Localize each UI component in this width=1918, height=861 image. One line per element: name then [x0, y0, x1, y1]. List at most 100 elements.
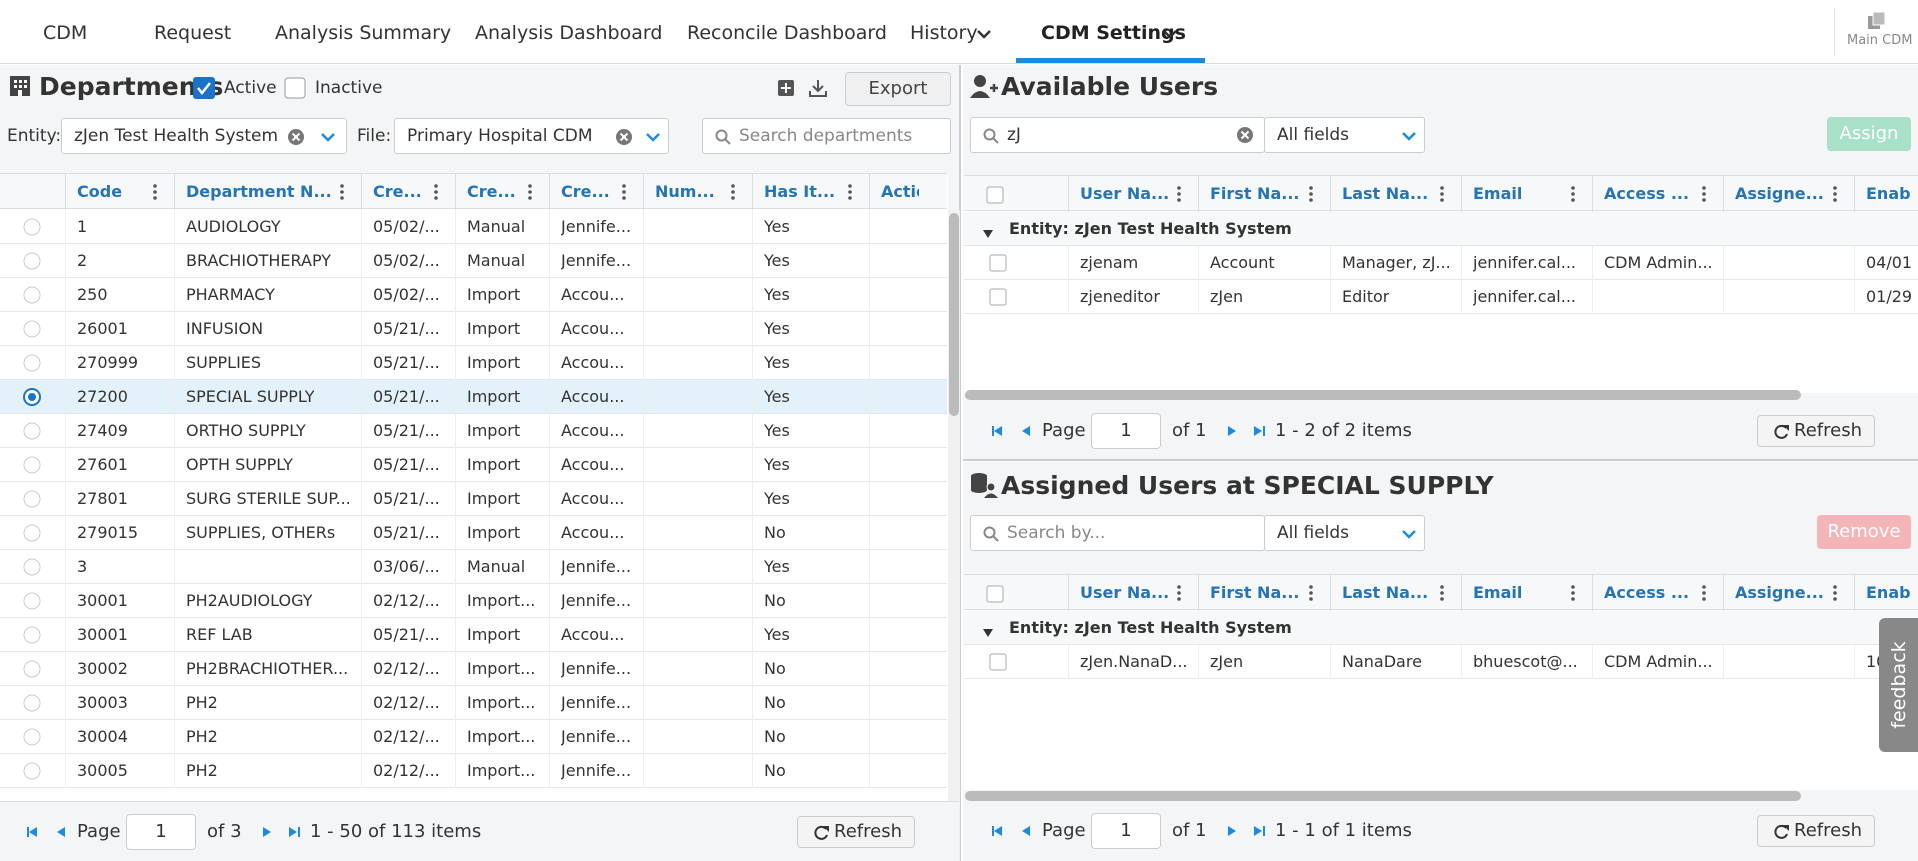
- column-header[interactable]: Email: [1473, 184, 1523, 203]
- row-radio[interactable]: [23, 286, 41, 304]
- column-menu[interactable]: [1176, 186, 1182, 202]
- refresh-button[interactable]: Refresh: [797, 816, 915, 848]
- column-header[interactable]: Enab: [1866, 184, 1911, 203]
- row-radio[interactable]: [23, 218, 41, 236]
- grid-row[interactable]: 250 PHARMACY 05/02/... Import Accou... Yes: [0, 278, 947, 312]
- refresh-button[interactable]: Refresh: [1757, 815, 1875, 847]
- header-checkbox[interactable]: [986, 585, 1004, 603]
- grid-row[interactable]: 30002 PH2BRACHIOTHER... 02/12/... Import...…: [0, 652, 947, 686]
- remove-button[interactable]: Remove: [1817, 515, 1911, 549]
- chevron-icon[interactable]: [1162, 26, 1178, 42]
- row-radio[interactable]: [23, 320, 41, 338]
- nav-item[interactable]: Request: [154, 22, 232, 44]
- chevron-icon[interactable]: [976, 26, 992, 42]
- row-radio[interactable]: [23, 490, 41, 508]
- first-page[interactable]: [991, 823, 1006, 839]
- grid-row[interactable]: zJen.NanaD... zJen NanaDare bhuescot@... CDM…: [964, 645, 1918, 679]
- column-menu[interactable]: [1832, 585, 1838, 601]
- row-radio[interactable]: [23, 354, 41, 372]
- grid-row[interactable]: 26001 INFUSION 05/21/... Import Accou... Yes: [0, 312, 947, 346]
- grid-row[interactable]: 27409 ORTHO SUPPLY 05/21/... Import Accou...…: [0, 414, 947, 448]
- column-menu[interactable]: [339, 184, 345, 200]
- inactive-checkbox[interactable]: [284, 77, 306, 99]
- column-header[interactable]: Last Na...: [1342, 583, 1429, 602]
- prev-page[interactable]: [1019, 823, 1034, 839]
- group-toggle[interactable]: [982, 224, 994, 238]
- active-checkbox[interactable]: [193, 77, 215, 99]
- nav-item[interactable]: CDM: [43, 22, 88, 44]
- row-radio[interactable]: [23, 456, 41, 474]
- column-header[interactable]: Num...: [655, 182, 715, 201]
- last-page[interactable]: [286, 824, 301, 840]
- column-header[interactable]: Has It...: [764, 182, 836, 201]
- row-radio[interactable]: [23, 252, 41, 270]
- column-menu[interactable]: [730, 184, 736, 200]
- column-header[interactable]: Enab: [1866, 583, 1911, 602]
- column-header[interactable]: Assigne...: [1735, 583, 1824, 602]
- column-menu[interactable]: [1176, 585, 1182, 601]
- next-page[interactable]: [260, 824, 275, 840]
- export-button[interactable]: Export: [845, 72, 951, 106]
- grid-row[interactable]: 3 03/06/... Manual Jennife... Yes: [0, 550, 947, 584]
- inactive-label[interactable]: Inactive: [315, 78, 383, 98]
- user-search[interactable]: zJ: [970, 117, 1265, 153]
- group-toggle[interactable]: [982, 623, 994, 637]
- row-radio[interactable]: [23, 558, 41, 576]
- column-menu[interactable]: [527, 184, 533, 200]
- grid-row[interactable]: 27801 SURG STERILE SUP... 05/21/... Import A…: [0, 482, 947, 516]
- column-menu[interactable]: [1308, 186, 1314, 202]
- grid-row[interactable]: 30001 REF LAB 05/21/... Import Accou... Yes: [0, 618, 947, 652]
- row-radio[interactable]: [23, 626, 41, 644]
- active-label[interactable]: Active: [224, 78, 277, 98]
- prev-page[interactable]: [54, 824, 69, 840]
- row-radio[interactable]: [23, 388, 41, 406]
- column-header[interactable]: Assigne...: [1735, 184, 1824, 203]
- row-checkbox[interactable]: [989, 254, 1007, 272]
- column-menu[interactable]: [1439, 585, 1445, 601]
- column-header[interactable]: First Na...: [1210, 583, 1300, 602]
- column-header[interactable]: User Na...: [1080, 583, 1170, 602]
- grid-row[interactable]: 30001 PH2AUDIOLOGY 02/12/... Import... Jenni…: [0, 584, 947, 618]
- nav-item[interactable]: CDM Settings: [1041, 22, 1186, 44]
- horizontal-scrollbar[interactable]: [965, 390, 1801, 400]
- grid-row[interactable]: 27200 SPECIAL SUPPLY 05/21/... Import Accou.…: [0, 380, 947, 414]
- grid-row[interactable]: 1 AUDIOLOGY 05/02/... Manual Jennife... Yes: [0, 210, 947, 244]
- scroll-thumb[interactable]: [949, 213, 959, 416]
- first-page[interactable]: [991, 423, 1006, 439]
- row-radio[interactable]: [23, 524, 41, 542]
- page-input[interactable]: 1: [1091, 413, 1161, 449]
- grid-row[interactable]: 30005 PH2 02/12/... Import... Jennife... No: [0, 754, 947, 788]
- assign-button[interactable]: Assign: [1827, 117, 1911, 151]
- user-search[interactable]: Search by...: [970, 515, 1265, 551]
- chevron-icon[interactable]: [1401, 128, 1417, 144]
- column-menu[interactable]: [1570, 186, 1576, 202]
- chevron-icon[interactable]: [645, 129, 661, 145]
- row-radio[interactable]: [23, 694, 41, 712]
- grid-row[interactable]: 279015 SUPPLIES, OTHERs 05/21/... Import Acc…: [0, 516, 947, 550]
- column-header[interactable]: Cre...: [467, 182, 516, 201]
- page-input[interactable]: 1: [1091, 813, 1161, 849]
- first-page[interactable]: [26, 824, 41, 840]
- grid-row[interactable]: zjeneditor zJen Editor jennifer.cal... 01/29: [964, 280, 1918, 314]
- column-menu[interactable]: [1832, 186, 1838, 202]
- chevron-icon[interactable]: [320, 129, 336, 145]
- column-menu[interactable]: [847, 184, 853, 200]
- column-menu[interactable]: [152, 184, 158, 200]
- column-header[interactable]: Department N...: [186, 182, 332, 201]
- download-icon[interactable]: [808, 78, 828, 98]
- column-header[interactable]: Cre...: [373, 182, 422, 201]
- prev-page[interactable]: [1019, 423, 1034, 439]
- refresh-button[interactable]: Refresh: [1757, 415, 1875, 447]
- row-radio[interactable]: [23, 592, 41, 610]
- column-menu[interactable]: [1570, 585, 1576, 601]
- last-page[interactable]: [1251, 823, 1266, 839]
- grid-row[interactable]: 30004 PH2 02/12/... Import... Jennife... No: [0, 720, 947, 754]
- grid-row[interactable]: 2 BRACHIOTHERAPY 05/02/... Manual Jennife...…: [0, 244, 947, 278]
- nav-item[interactable]: Reconcile Dashboard: [687, 22, 887, 44]
- refresh-label[interactable]: Refresh: [1794, 420, 1862, 441]
- row-radio[interactable]: [23, 762, 41, 780]
- row-checkbox[interactable]: [989, 653, 1007, 671]
- column-menu[interactable]: [1439, 186, 1445, 202]
- column-header[interactable]: Cre...: [561, 182, 610, 201]
- column-header[interactable]: User Na...: [1080, 184, 1170, 203]
